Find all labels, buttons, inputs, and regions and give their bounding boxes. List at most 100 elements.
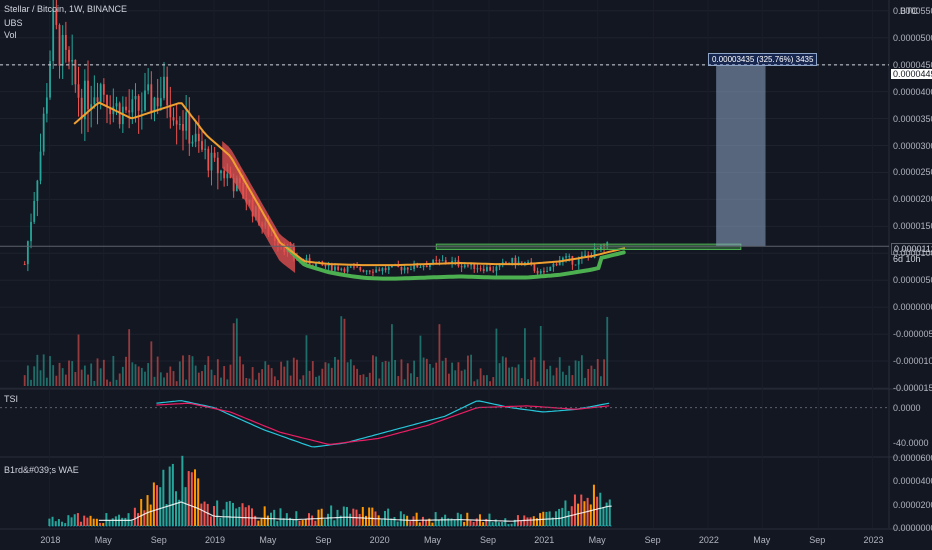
candle-body [121,106,124,125]
volume-bar [71,361,74,386]
wae-bar [535,518,538,526]
candle-body [45,97,48,114]
wae-bar [428,518,431,526]
volume-bar [438,324,441,386]
candle-body [226,173,229,179]
volume-bar [337,359,340,386]
wae-bar [238,506,241,526]
candle-body [599,245,602,251]
candle-body [49,61,51,98]
x-tick-label: Sep [315,535,332,545]
wae-bar [580,494,583,526]
candle-body [36,180,39,201]
tsi-series-line [156,400,610,448]
volume-bar [539,325,542,386]
volume-bar [479,368,482,386]
wae-bar [241,503,244,526]
wae-bar [105,513,108,526]
candle-body [346,266,349,272]
candle-body [555,263,558,266]
x-tick-label: 2018 [40,535,61,545]
volume-bar [194,365,197,386]
volume-bar [581,355,583,386]
candle-body [435,259,438,261]
candle-body [410,268,412,270]
candle-body [330,263,333,271]
volume-bar [562,371,564,386]
wae-bar [171,463,174,526]
candle-body [549,266,552,272]
candle-body [52,9,55,62]
volume-bar [311,361,314,386]
wae-title: B1rd&#039;s WAE [4,465,79,475]
volume-bar [216,359,219,386]
volume-bar [400,359,403,386]
volume-bar [280,361,283,386]
wae-bar [137,513,140,526]
volume-bar [492,377,495,386]
x-tick-label: 2022 [698,535,719,545]
wae-bar [114,516,117,526]
candle-body [232,178,235,192]
candle-body [61,34,64,66]
candle-body [546,271,548,273]
candle-body [571,256,574,265]
wae-bar [206,503,209,526]
candle-body [527,262,529,264]
volume-bar [473,381,476,386]
wae-bar [273,509,276,526]
wae-bar [311,515,314,526]
candle-body [134,96,137,100]
candle-body [533,264,536,271]
candle-body [438,260,441,262]
candle-body [229,173,232,179]
candle-body [365,270,368,272]
wae-bar [301,520,304,526]
wae-bar [76,513,79,526]
volume-bar [90,363,93,386]
y-tick-label: -0.00001500 [893,383,932,393]
volume-bar [264,361,267,386]
volume-bar [118,373,121,386]
volume-bar [435,362,438,386]
volume-bar [584,377,586,386]
candle-body [425,265,428,267]
wae-bar [453,519,456,526]
wae-bar [345,507,348,526]
wae-bar [244,507,247,526]
volume-bar [476,379,479,386]
volume-bar [226,379,229,386]
candle-body [539,270,542,274]
volume-bar [413,360,416,386]
wae-bar [48,518,51,526]
wae-bar [298,520,301,526]
volume-bar [457,362,460,386]
y-tick-label: 0.00005000 [893,32,932,43]
wae-bar [92,518,95,526]
volume-bar [444,357,447,386]
candle-body [495,266,498,271]
candle-body [574,264,577,266]
candle-body [454,260,457,262]
x-tick-label: 2019 [205,535,226,545]
candle-body [387,267,390,270]
volume-bar [182,355,184,386]
candle-body [166,76,169,106]
volume-bar [527,379,529,386]
candle-body [473,262,476,269]
wae-bar [412,516,415,526]
candle-body [422,265,425,268]
wae-bar [228,501,231,526]
indicator-ubs-label: UBS [4,18,23,28]
candle-body [191,141,194,144]
volume-bar [144,371,146,386]
wae-bar [57,519,60,526]
volume-bar [283,366,286,386]
x-tick-label: 2023 [863,535,884,545]
wae-bar [108,520,111,526]
volume-bar [112,355,115,386]
wae-bars [48,455,613,527]
volume-bar [514,367,517,386]
candle-body [33,200,36,222]
candle-body [558,260,561,266]
